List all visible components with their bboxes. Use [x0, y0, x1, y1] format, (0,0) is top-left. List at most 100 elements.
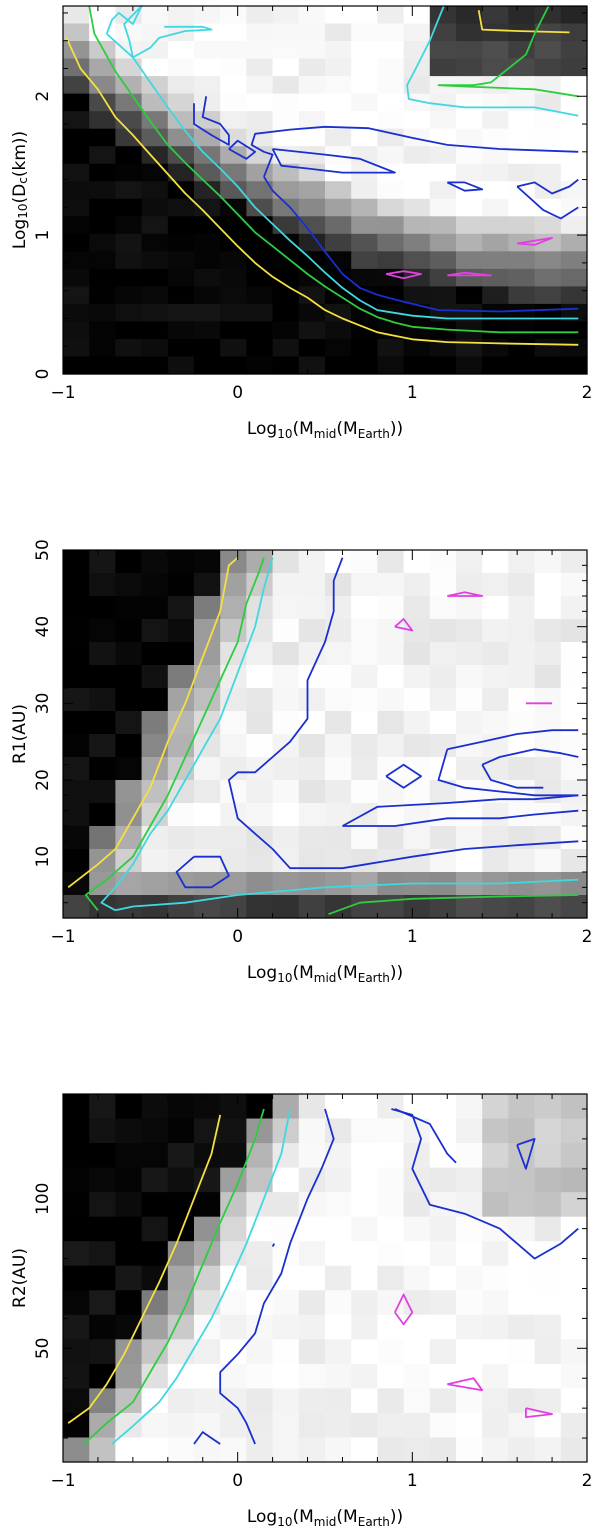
heatmap-cell — [115, 356, 143, 375]
heatmap-cell — [246, 895, 274, 919]
heatmap-cell — [456, 23, 483, 42]
heatmap-cell — [115, 688, 143, 712]
heatmap-cell — [325, 872, 352, 896]
heatmap-cell — [534, 233, 562, 252]
heatmap-cell — [429, 642, 457, 666]
heatmap-cell — [508, 1314, 536, 1340]
heatmap-cell — [482, 58, 509, 77]
heatmap-cell — [403, 338, 431, 358]
heatmap-cell — [272, 181, 300, 200]
heatmap-cell — [403, 93, 431, 112]
heatmap-cell — [246, 93, 274, 112]
heatmap-cell — [377, 1216, 405, 1242]
heatmap-cell — [482, 321, 509, 340]
heatmap-cell — [325, 734, 352, 758]
heatmap-cell — [560, 1167, 588, 1193]
heatmap-cell — [403, 251, 431, 270]
contour-line — [83, 1108, 265, 1445]
heatmap-cell — [167, 356, 195, 375]
contour-line — [525, 1407, 553, 1418]
heatmap-cell — [246, 181, 274, 200]
heatmap-cell — [141, 688, 169, 712]
heatmap-cell — [429, 665, 457, 689]
heatmap-cell — [272, 1437, 300, 1463]
heatmap-cell — [220, 163, 247, 182]
heatmap-cell — [89, 303, 116, 323]
heatmap-cell — [167, 1192, 195, 1218]
heatmap-cell — [194, 1339, 221, 1365]
heatmap-cell — [534, 1192, 562, 1218]
x-tick-label: 2 — [582, 383, 593, 403]
heatmap-cell — [403, 550, 431, 574]
heatmap-cell — [534, 321, 562, 340]
heatmap-cell — [167, 1143, 195, 1169]
heatmap-cell — [560, 1437, 588, 1463]
contour-line — [271, 148, 396, 174]
heatmap-cell — [456, 1265, 483, 1291]
heatmap-cell — [560, 872, 588, 896]
heatmap-cell — [115, 780, 143, 804]
heatmap-cell — [508, 1339, 536, 1365]
heatmap-cell — [298, 23, 326, 42]
heatmap-cell — [429, 321, 457, 340]
heatmap-cell — [194, 23, 221, 42]
heatmap-cell — [63, 303, 90, 323]
heatmap-cell — [429, 1216, 457, 1242]
heatmap-cell — [194, 596, 221, 620]
heatmap-cell — [167, 93, 195, 112]
heatmap-cell — [325, 642, 352, 666]
heatmap-cell — [429, 596, 457, 620]
heatmap-cell — [377, 1363, 405, 1389]
heatmap-cell — [115, 286, 143, 305]
heatmap-cell — [141, 1118, 169, 1144]
heatmap-cell — [482, 128, 509, 147]
heatmap-cell — [351, 1437, 378, 1463]
heatmap-cell — [560, 286, 588, 305]
heatmap-cell — [560, 1265, 588, 1291]
heatmap-cell — [298, 596, 326, 620]
heatmap-cell — [272, 711, 300, 735]
heatmap-cell — [194, 780, 221, 804]
heatmap-cell — [272, 6, 300, 25]
heatmap-cell — [194, 1265, 221, 1291]
heatmap-cell — [534, 41, 562, 60]
heatmap-cell — [403, 1412, 431, 1439]
heatmap-cell — [220, 268, 247, 287]
heatmap-cell — [456, 163, 483, 182]
heatmap-cell — [115, 1265, 143, 1291]
heatmap-cell — [377, 734, 405, 758]
heatmap-cell — [351, 58, 378, 77]
heatmap-cell — [272, 23, 300, 42]
heatmap-cell — [351, 128, 378, 147]
heatmap-cell — [560, 1314, 588, 1340]
heatmap-cell — [246, 665, 274, 689]
heatmap-cell — [482, 146, 509, 165]
heatmap-cell — [325, 665, 352, 689]
heatmap-cell — [89, 268, 116, 287]
heatmap-cell — [298, 1216, 326, 1242]
y-tick-label: 50 — [33, 1337, 53, 1359]
heatmap-cell — [456, 1388, 483, 1414]
heatmap-cell — [351, 1388, 378, 1414]
heatmap-cell — [167, 338, 195, 358]
heatmap-cell — [167, 849, 195, 873]
heatmap-cell — [298, 1192, 326, 1218]
heatmap-cell — [534, 93, 562, 112]
y-tick-label: 30 — [33, 693, 53, 715]
heatmap-cell — [220, 93, 247, 112]
heatmap-cell — [429, 163, 457, 182]
heatmap-cell — [325, 1437, 352, 1463]
heatmap-cell — [272, 233, 300, 252]
heatmap-cell — [351, 1143, 378, 1169]
contour-line — [219, 1108, 335, 1445]
heatmap-cell — [325, 780, 352, 804]
heatmap-cell — [482, 198, 509, 217]
heatmap-cell — [351, 895, 378, 919]
heatmap-cell — [194, 338, 221, 358]
heatmap-cell — [63, 642, 90, 666]
heatmap-cell — [560, 1216, 588, 1242]
panel-middle: −1 0 1 2 10 20 30 40 50 Log10(Mmid(MEarth)) R1(AU) — [10, 539, 592, 984]
heatmap-cell — [220, 1339, 247, 1365]
heatmap-cell — [325, 181, 352, 200]
heatmap-cell — [63, 826, 90, 850]
